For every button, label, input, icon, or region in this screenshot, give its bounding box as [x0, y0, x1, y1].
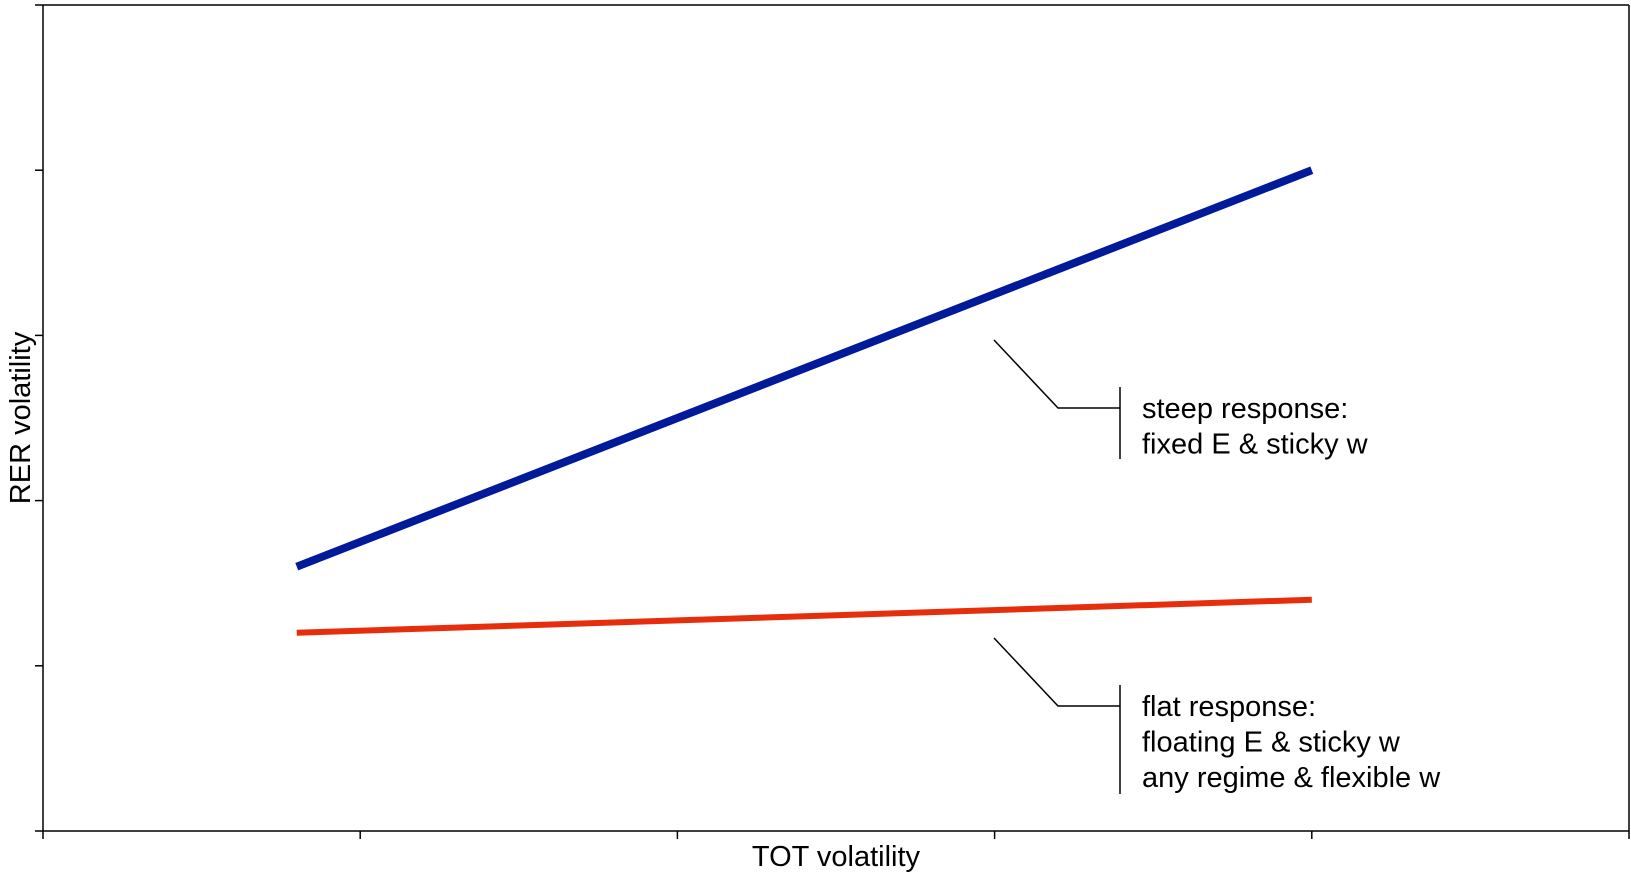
series [295, 166, 1314, 636]
axes [42, 4, 1630, 832]
flat-annotation-text: floating E & sticky w [1142, 727, 1401, 759]
steep-annotation: steep response: fixed E & sticky w [993, 339, 1369, 461]
steep-annotation-leader [993, 339, 1120, 409]
flat-annotation-text: any regime & flexible w [1142, 762, 1441, 794]
y-axis-label: RER volatility [5, 331, 37, 504]
steep-annotation-text: fixed E & sticky w [1142, 429, 1369, 461]
x-axis-label: TOT volatility [752, 841, 921, 873]
flat-annotation-leader [993, 637, 1120, 707]
flat-response-line [296, 596, 1312, 636]
steep-annotation-text: steep response: [1142, 393, 1348, 425]
annotations: steep response: fixed E & sticky w flat re… [993, 339, 1441, 794]
ticks [35, 4, 1630, 839]
steep-response-line [295, 166, 1314, 571]
flat-annotation-text: flat response: [1142, 691, 1316, 723]
